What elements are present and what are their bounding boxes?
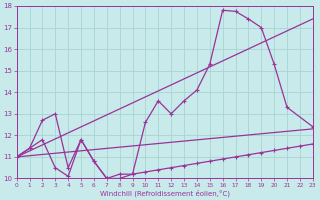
X-axis label: Windchill (Refroidissement éolien,°C): Windchill (Refroidissement éolien,°C) [100, 189, 230, 197]
